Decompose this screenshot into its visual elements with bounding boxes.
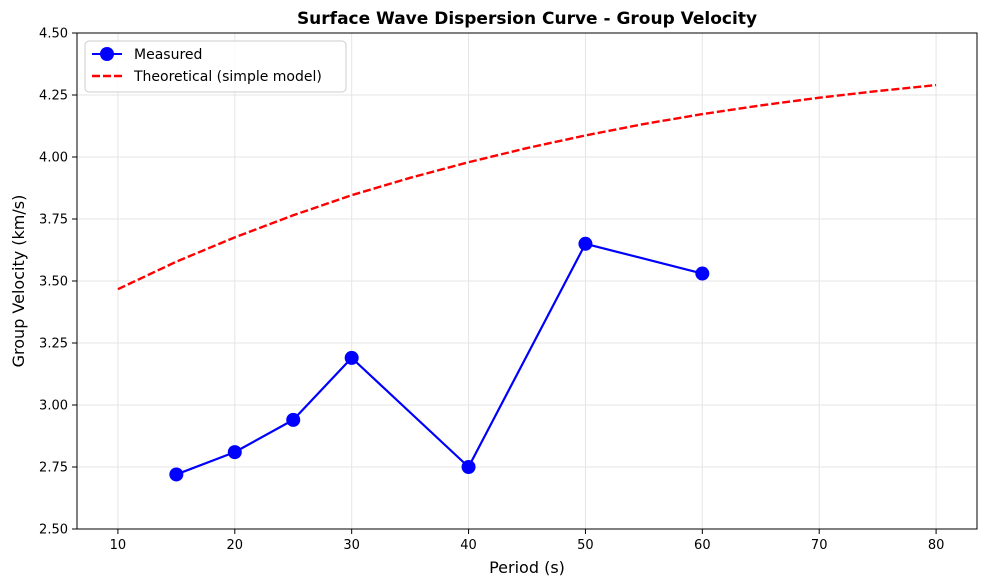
x-tick-label: 40	[460, 538, 477, 553]
series-line-theoretical	[117, 83, 937, 291]
y-tick-label: 3.25	[39, 337, 68, 352]
x-tick-label: 20	[227, 538, 244, 553]
y-axis-label: Group Velocity (km/s)	[9, 195, 28, 368]
ticks: 10 20 30 40 50 60 70 80 2.50 2.75 3.00 3.25 3.50 3.75…	[39, 27, 944, 554]
data-point-measured	[344, 350, 359, 365]
y-tick-label: 4.50	[39, 27, 68, 42]
legend: Measured Theoretical (simple model)	[84, 40, 347, 93]
data-point-measured	[286, 412, 301, 427]
grid	[77, 32, 977, 530]
series-line-measured	[175, 242, 703, 476]
data-point-measured	[578, 236, 593, 251]
y-tick-label: 2.50	[39, 523, 68, 538]
data-point-measured	[227, 445, 242, 460]
x-tick-label: 70	[811, 538, 828, 553]
x-tick-label: 30	[343, 538, 360, 553]
y-tick-label: 3.50	[39, 275, 68, 290]
data-point-measured	[461, 460, 476, 474]
legend-marker-measured	[100, 47, 114, 61]
x-tick-label: 80	[928, 538, 945, 553]
legend-label-measured: Measured	[134, 47, 202, 63]
legend-label-theoretical: Theoretical (simple model)	[133, 69, 322, 85]
x-axis-label: Period (s)	[489, 558, 565, 577]
series-layer	[117, 83, 937, 482]
x-tick-label: 60	[694, 538, 711, 553]
y-tick-label: 3.75	[39, 213, 68, 228]
y-tick-label: 3.00	[39, 399, 68, 414]
y-tick-label: 4.00	[39, 151, 68, 166]
data-point-measured	[695, 266, 710, 281]
data-point-measured	[169, 467, 184, 482]
legend-box	[84, 40, 347, 93]
x-tick-label: 10	[110, 538, 127, 553]
chart-title: Surface Wave Dispersion Curve - Group Ve…	[297, 9, 757, 29]
y-tick-label: 4.25	[39, 89, 68, 104]
y-tick-label: 2.75	[39, 461, 68, 476]
x-tick-label: 50	[577, 538, 594, 553]
